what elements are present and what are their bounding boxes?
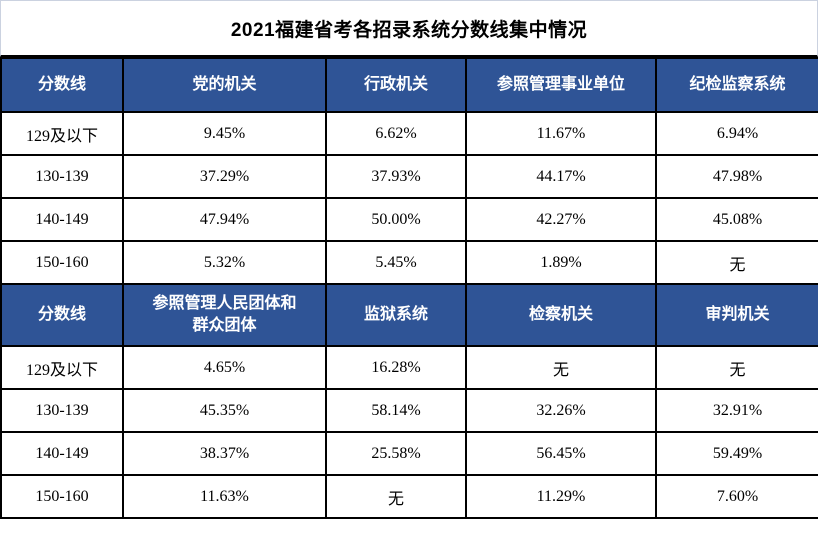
column-header-party-organs: 党的机关 (122, 57, 327, 113)
row-label: 140-149 (0, 431, 124, 476)
data-cell: 32.26% (465, 388, 657, 433)
data-cell: 37.29% (122, 154, 327, 199)
data-cell: 56.45% (465, 431, 657, 476)
column-header-administrative-organs: 行政机关 (325, 57, 467, 113)
table-row: 150-160 5.32% 5.45% 1.89% 无 (0, 240, 818, 285)
column-header-procuratorial-organs: 检察机关 (465, 283, 657, 347)
data-cell: 6.94% (655, 111, 818, 156)
data-cell: 47.94% (122, 197, 327, 242)
row-label: 129及以下 (0, 345, 124, 390)
table-row: 130-139 37.29% 37.93% 44.17% 47.98% (0, 154, 818, 199)
data-cell: 5.32% (122, 240, 327, 285)
data-cell: 无 (465, 345, 657, 390)
data-table: 分数线 党的机关 行政机关 参照管理事业单位 纪检监察系统 129及以下 9.4… (0, 57, 818, 519)
data-cell: 25.58% (325, 431, 467, 476)
data-cell: 50.00% (325, 197, 467, 242)
data-cell: 32.91% (655, 388, 818, 433)
data-cell: 无 (655, 345, 818, 390)
data-cell: 6.62% (325, 111, 467, 156)
data-cell: 1.89% (465, 240, 657, 285)
table-row: 140-149 47.94% 50.00% 42.27% 45.08% (0, 197, 818, 242)
data-cell: 47.98% (655, 154, 818, 199)
table-row: 129及以下 4.65% 16.28% 无 无 (0, 345, 818, 390)
data-cell: 11.63% (122, 474, 327, 519)
data-cell: 9.45% (122, 111, 327, 156)
table-row: 129及以下 9.45% 6.62% 11.67% 6.94% (0, 111, 818, 156)
column-header-public-institutions: 参照管理事业单位 (465, 57, 657, 113)
header-row-section-1: 分数线 党的机关 行政机关 参照管理事业单位 纪检监察系统 (0, 57, 818, 113)
column-header-judicial-organs: 审判机关 (655, 283, 818, 347)
data-cell: 37.93% (325, 154, 467, 199)
data-cell: 16.28% (325, 345, 467, 390)
column-header-people-groups-label: 参照管理人民团体和群众团体 (152, 295, 297, 334)
column-header-score-line: 分数线 (0, 57, 124, 113)
data-cell: 45.35% (122, 388, 327, 433)
column-header-discipline-inspection: 纪检监察系统 (655, 57, 818, 113)
column-header-score-line: 分数线 (0, 283, 124, 347)
data-cell: 7.60% (655, 474, 818, 519)
row-label: 140-149 (0, 197, 124, 242)
table-row: 130-139 45.35% 58.14% 32.26% 32.91% (0, 388, 818, 433)
column-header-people-groups: 参照管理人民团体和群众团体 (122, 283, 327, 347)
table-title: 2021福建省考各招录系统分数线集中情况 (0, 0, 818, 57)
row-label: 150-160 (0, 474, 124, 519)
row-label: 150-160 (0, 240, 124, 285)
data-cell: 42.27% (465, 197, 657, 242)
data-cell: 38.37% (122, 431, 327, 476)
data-cell: 58.14% (325, 388, 467, 433)
table-row: 150-160 11.63% 无 11.29% 7.60% (0, 474, 818, 519)
data-cell: 无 (325, 474, 467, 519)
row-label: 130-139 (0, 388, 124, 433)
column-header-prison-system: 监狱系统 (325, 283, 467, 347)
data-cell: 5.45% (325, 240, 467, 285)
row-label: 129及以下 (0, 111, 124, 156)
row-label: 130-139 (0, 154, 124, 199)
table-row: 140-149 38.37% 25.58% 56.45% 59.49% (0, 431, 818, 476)
data-cell: 11.67% (465, 111, 657, 156)
data-cell: 44.17% (465, 154, 657, 199)
data-cell: 45.08% (655, 197, 818, 242)
data-cell: 11.29% (465, 474, 657, 519)
data-cell: 4.65% (122, 345, 327, 390)
data-cell: 无 (655, 240, 818, 285)
data-cell: 59.49% (655, 431, 818, 476)
header-row-section-2: 分数线 参照管理人民团体和群众团体 监狱系统 检察机关 审判机关 (0, 283, 818, 347)
